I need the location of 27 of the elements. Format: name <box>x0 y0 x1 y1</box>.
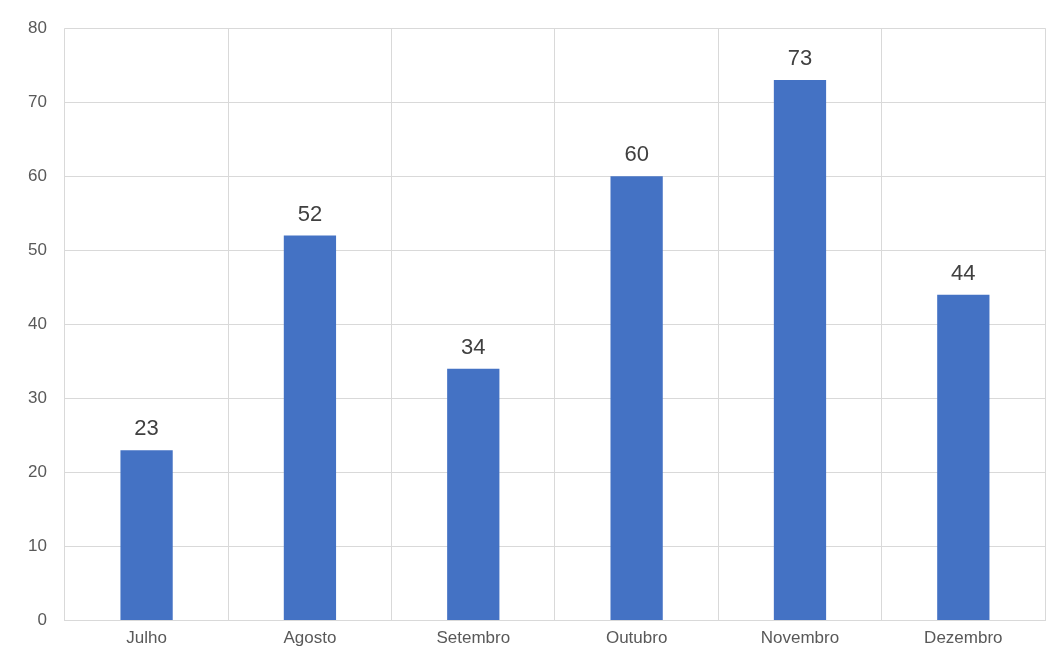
y-tick-label: 20 <box>27 462 47 482</box>
y-tick-label: 10 <box>27 536 47 556</box>
bar <box>447 368 500 621</box>
x-tick-label: Novembro <box>760 628 840 648</box>
y-tick-label: 40 <box>27 314 47 334</box>
y-tick-label: 80 <box>27 17 47 37</box>
y-tick-label: 60 <box>27 165 47 185</box>
x-tick-label: Setembro <box>436 628 511 648</box>
y-tick-label: 50 <box>27 240 47 260</box>
x-tick-label: Julho <box>126 628 167 648</box>
bar <box>610 176 663 621</box>
bar <box>937 294 990 621</box>
x-tick-label: Outubro <box>605 628 668 648</box>
data-label: 44 <box>951 259 976 285</box>
x-tick-label: Dezembro <box>924 628 1003 648</box>
bar <box>773 80 827 621</box>
data-label: 34 <box>461 333 486 359</box>
bar <box>120 450 173 621</box>
x-tick-label: Agosto <box>283 628 337 648</box>
data-label: 23 <box>134 415 159 441</box>
y-tick-label: 30 <box>27 388 47 408</box>
data-label: 60 <box>624 141 649 167</box>
bar <box>283 235 337 621</box>
data-label: 52 <box>297 200 323 226</box>
y-tick-label: 70 <box>27 91 47 111</box>
data-label: 73 <box>787 45 813 71</box>
y-tick-label: 0 <box>37 610 47 630</box>
